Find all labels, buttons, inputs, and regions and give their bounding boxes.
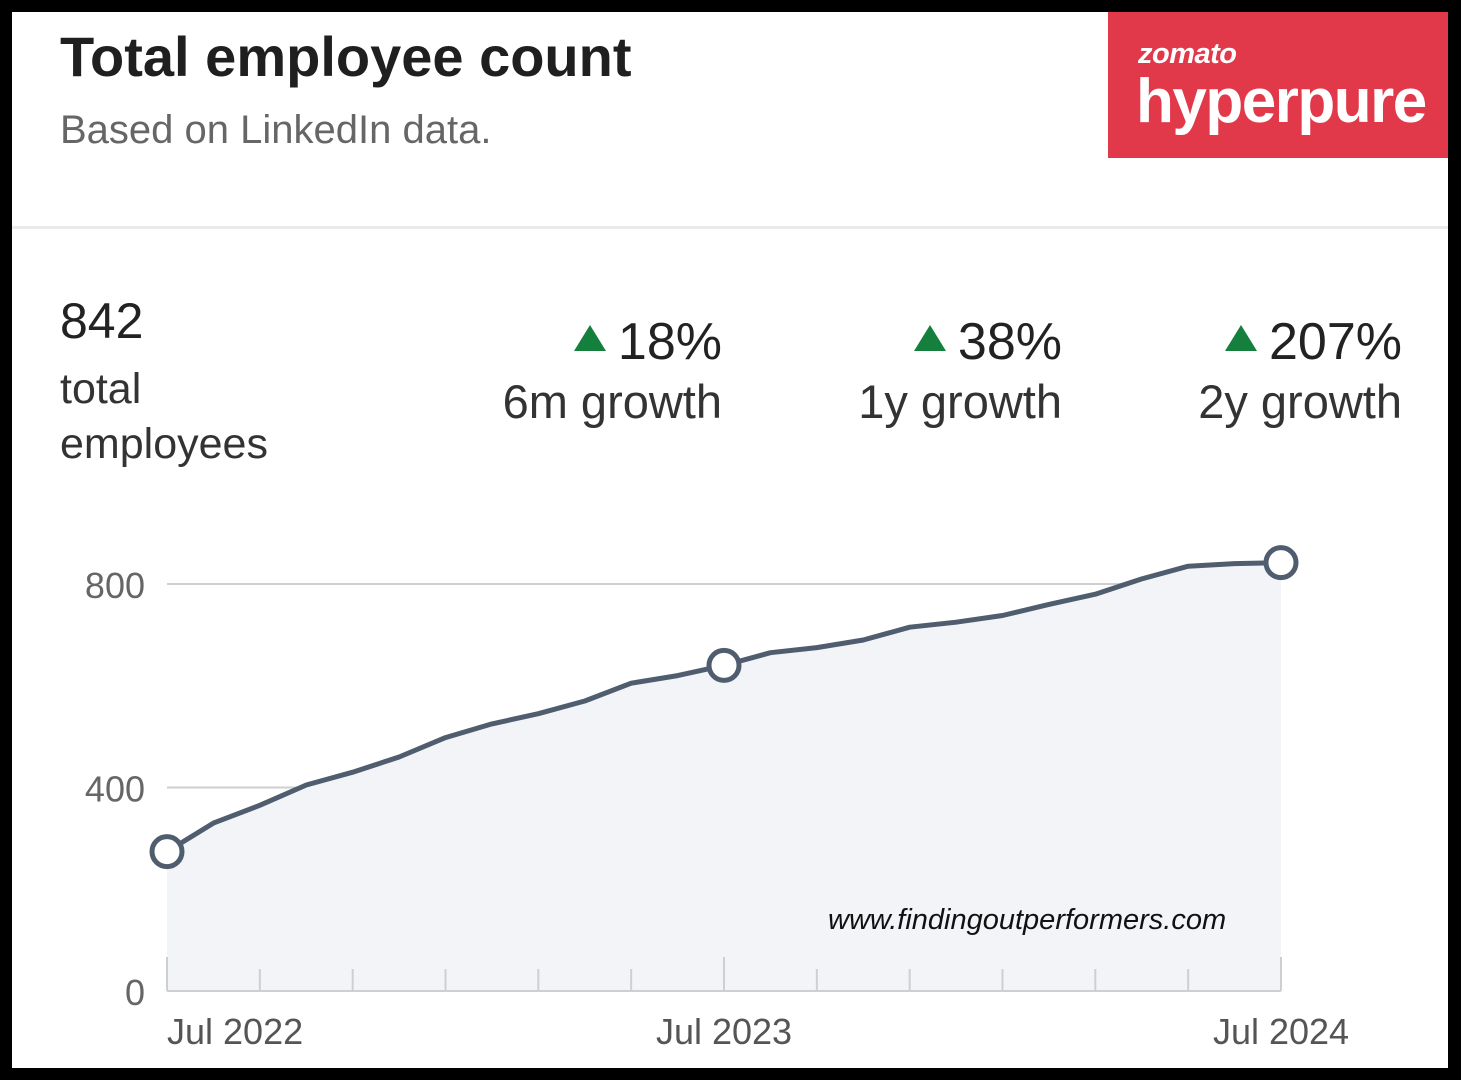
- x-tick-label: Jul 2022: [167, 1011, 303, 1052]
- up-arrow-icon: [1225, 325, 1257, 351]
- metric-value: 18%: [617, 313, 722, 371]
- x-tick-label: Jul 2024: [1213, 1011, 1349, 1052]
- brand-logo: zomato hyperpure: [1108, 12, 1448, 158]
- up-arrow-icon: [573, 325, 606, 351]
- metric-label: 2y growth: [1198, 375, 1402, 428]
- up-arrow-icon: [913, 325, 946, 351]
- metric-value: 38%: [957, 313, 1062, 371]
- metric-6m: 18% 6m growth: [472, 312, 722, 429]
- metric-value: 207%: [1269, 313, 1402, 371]
- data-point-marker: [149, 834, 185, 870]
- data-point-marker: [1263, 545, 1299, 581]
- logo-small-text: zomato: [1138, 38, 1237, 70]
- header-divider: [12, 226, 1448, 229]
- y-tick-label: 0: [125, 972, 145, 1013]
- data-point-marker: [706, 647, 742, 683]
- y-tick-label: 400: [85, 769, 145, 810]
- series-area: [167, 562, 1281, 991]
- employee-count-label: total employees: [60, 365, 268, 468]
- metric-label: 1y growth: [858, 375, 1062, 428]
- chart-card: Total employee count Based on LinkedIn d…: [12, 12, 1448, 1068]
- x-tick-label: Jul 2023: [656, 1011, 792, 1052]
- metric-1y: 38% 1y growth: [812, 312, 1062, 429]
- employee-count-chart: 0 400 800 Jul 2022 Jul 2023 Jul 2024: [85, 545, 1349, 1052]
- metric-label: 6m growth: [502, 375, 722, 428]
- watermark: www.findingoutperformers.com: [828, 904, 1227, 936]
- logo-big-text: hyperpure: [1136, 67, 1427, 136]
- page-subtitle: Based on LinkedIn data.: [60, 108, 492, 152]
- employee-count: 842: [60, 293, 144, 349]
- metric-2y: 207% 2y growth: [1142, 312, 1402, 429]
- page-title: Total employee count: [60, 25, 632, 88]
- y-tick-label: 800: [85, 565, 145, 606]
